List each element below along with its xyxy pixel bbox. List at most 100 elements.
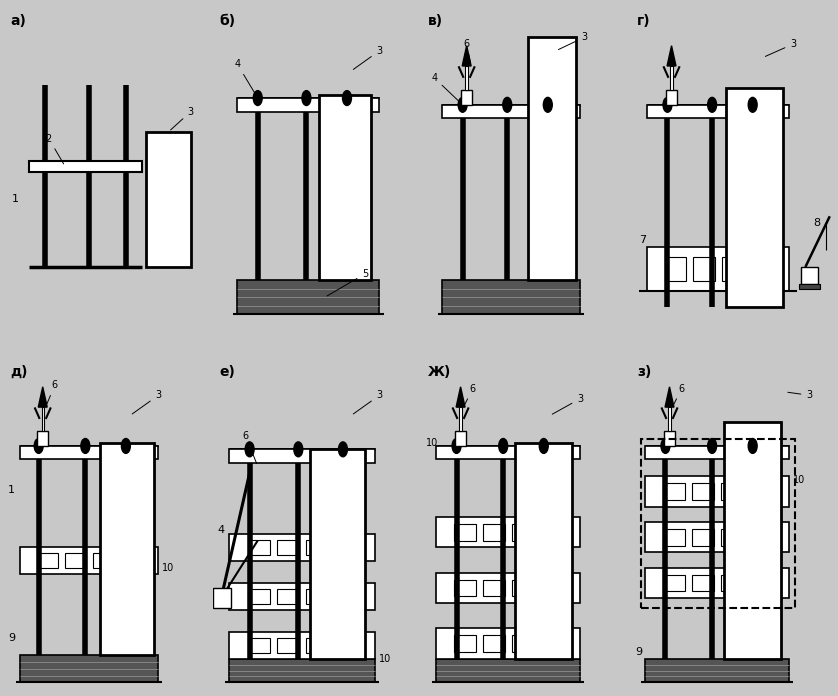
Polygon shape [463, 46, 471, 66]
Bar [645, 522, 789, 553]
Bar [318, 95, 371, 280]
Bar [663, 483, 685, 500]
Bar [146, 132, 191, 267]
Text: 3: 3 [354, 390, 382, 414]
Bar [724, 422, 781, 658]
Text: 6: 6 [46, 380, 58, 406]
Bar [28, 161, 142, 173]
Text: 9: 9 [635, 647, 642, 657]
Bar [455, 431, 466, 446]
Circle shape [302, 90, 311, 106]
Text: 3: 3 [552, 394, 583, 414]
Circle shape [253, 90, 262, 106]
Bar [437, 628, 580, 658]
Bar [306, 589, 328, 604]
Bar [442, 280, 580, 314]
Bar [647, 246, 789, 290]
Bar [335, 589, 357, 604]
Bar [512, 524, 534, 541]
Circle shape [661, 438, 670, 453]
Bar [20, 446, 158, 459]
Text: д): д) [10, 365, 28, 379]
Text: б): б) [220, 14, 235, 28]
Text: 3: 3 [354, 46, 382, 70]
Text: 10: 10 [163, 562, 174, 573]
Text: з): з) [637, 365, 651, 379]
Bar [230, 583, 375, 610]
Text: Ж): Ж) [428, 365, 452, 379]
Bar [721, 574, 742, 592]
Text: 1: 1 [8, 485, 15, 495]
Circle shape [540, 438, 548, 453]
Bar [100, 443, 154, 656]
Bar [727, 88, 783, 308]
Bar [277, 638, 298, 653]
Bar [693, 257, 715, 281]
Bar [454, 524, 476, 541]
Bar [541, 580, 562, 596]
Text: 4: 4 [217, 525, 225, 535]
Polygon shape [39, 387, 47, 407]
Text: 4: 4 [235, 59, 256, 95]
Text: 10: 10 [380, 654, 391, 664]
Bar [749, 483, 771, 500]
Text: 10: 10 [794, 475, 805, 484]
Bar [335, 540, 357, 555]
Bar [335, 638, 357, 653]
Text: е): е) [220, 365, 235, 379]
Text: 9: 9 [8, 633, 15, 644]
Bar [483, 580, 504, 596]
Bar [541, 635, 562, 652]
Text: 3: 3 [788, 390, 813, 400]
Circle shape [80, 438, 90, 453]
Circle shape [458, 97, 467, 112]
Bar [527, 38, 577, 280]
Bar [237, 280, 380, 314]
Bar [483, 635, 504, 652]
Bar [749, 574, 771, 592]
Bar [721, 483, 742, 500]
Bar [692, 574, 714, 592]
Bar [442, 105, 580, 118]
Bar [213, 588, 231, 608]
Circle shape [339, 442, 348, 457]
Bar [641, 439, 795, 608]
Bar [311, 450, 365, 658]
Bar [237, 98, 380, 111]
Circle shape [34, 438, 43, 453]
Bar [437, 446, 580, 459]
Bar [692, 483, 714, 500]
Bar [722, 257, 743, 281]
Circle shape [543, 97, 552, 112]
Polygon shape [665, 387, 674, 407]
Circle shape [294, 442, 303, 457]
Bar [459, 407, 462, 431]
Bar [306, 638, 328, 653]
Text: 6: 6 [673, 383, 685, 406]
Text: а): а) [10, 14, 26, 28]
Polygon shape [456, 387, 465, 407]
Text: 3: 3 [132, 390, 162, 414]
Text: 3: 3 [765, 39, 796, 56]
Bar [277, 589, 298, 604]
Bar [664, 431, 675, 446]
Polygon shape [667, 46, 676, 66]
Text: в): в) [428, 14, 443, 28]
Circle shape [663, 97, 672, 112]
Circle shape [707, 438, 716, 453]
Bar [93, 553, 113, 569]
Bar [483, 524, 504, 541]
Bar [37, 431, 49, 446]
Bar [799, 284, 820, 289]
Circle shape [452, 438, 461, 453]
Bar [437, 517, 580, 547]
Bar [541, 524, 562, 541]
Bar [247, 589, 270, 604]
Bar [247, 638, 270, 653]
Bar [645, 476, 789, 507]
Bar [465, 66, 468, 90]
Text: 6: 6 [463, 39, 470, 61]
Text: 5: 5 [327, 269, 369, 296]
Bar [20, 547, 158, 574]
Bar [670, 66, 673, 90]
